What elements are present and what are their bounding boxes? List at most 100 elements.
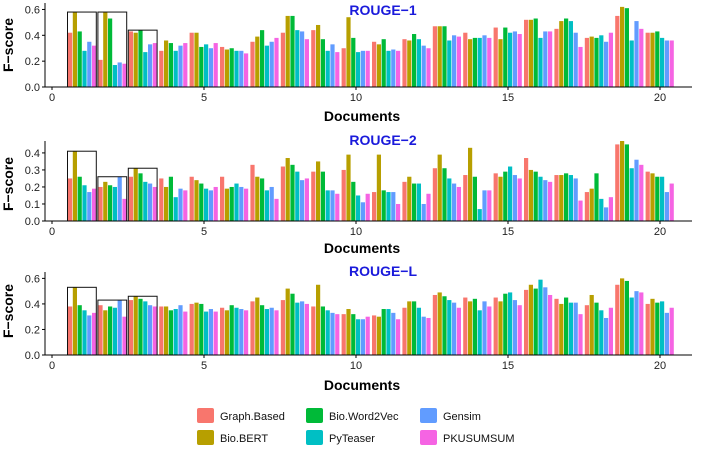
bar-doc16-gensim [543,31,548,87]
bar-doc9-pkusumsum [335,193,340,221]
panel-title: ROUGE−1 [349,2,417,18]
bar-doc7-bio-word2vec [260,305,265,355]
bar-doc11-gensim [391,192,396,221]
bar-doc13-pkusumsum [456,36,461,87]
bar-doc10-graph-based [341,314,346,355]
bar-doc12-pyteaser [416,183,421,221]
bar-doc16-graph-based [524,19,529,87]
bar-doc8-graph-based [280,300,285,355]
bar-doc18-bio-word2vec [594,173,599,221]
bar-doc7-bio-word2vec [260,30,265,87]
bar-doc14-bio-bert [468,147,473,221]
legend-swatch-bio-bert [197,430,214,445]
bar-doc19-bio-bert [620,278,625,355]
bar-doc13-pyteaser [447,40,452,87]
bar-doc7-pkusumsum [274,198,279,221]
bar-doc5-bio-word2vec [199,303,204,355]
legend-label-pkusumsum: PKUSUMSUM [443,433,515,445]
bar-doc13-graph-based [432,26,437,87]
x-tick-label: 20 [654,360,666,372]
x-tick-label: 15 [502,360,514,372]
y-axis-title: F−score [0,157,16,211]
bar-doc7-bio-bert [255,297,260,355]
bar-doc2-bio-word2vec [108,185,113,221]
bar-doc13-bio-word2vec [442,168,447,221]
bar-doc19-bio-word2vec [624,144,629,221]
y-ticks: 0.0 0.2 0.4 0.6 [25,273,45,362]
bar-doc11-pkusumsum [396,319,401,355]
bar-doc6-bio-word2vec [229,186,234,221]
bar-doc16-bio-bert [528,19,533,87]
bar-doc10-pyteaser [356,52,361,87]
bar-doc5-pkusumsum [213,186,218,221]
bar-doc17-bio-word2vec [564,18,569,87]
bar-doc15-graph-based [493,27,498,87]
bar-doc8-bio-bert [285,15,290,88]
bar-doc2-pkusumsum [122,316,127,355]
bar-doc12-bio-word2vec [412,34,417,87]
bar-doc7-bio-word2vec [260,178,265,221]
bar-doc17-gensim [573,302,578,355]
bar-doc11-bio-bert [376,44,381,87]
bar-doc2-bio-bert [103,310,108,355]
bar-doc8-bio-word2vec [290,15,295,88]
bar-doc10-bio-bert [346,17,351,87]
y-tick-label: 0.2 [25,56,40,68]
bar-doc20-pyteaser [660,301,665,355]
bar-doc14-graph-based [463,32,468,87]
bar-doc16-graph-based [524,289,529,355]
bar-doc4-gensim [178,305,183,355]
bar-doc5-gensim [208,48,213,87]
bar-doc6-graph-based [220,176,225,221]
bar-doc20-gensim [664,192,669,221]
bar-doc14-pyteaser [477,310,482,355]
x-tick-label: 20 [654,226,666,238]
bar-doc6-pyteaser [234,183,239,221]
legend-label-gensim: Gensim [443,411,481,423]
bar-doc6-bio-bert [224,310,229,355]
bar-doc11-pkusumsum [396,50,401,87]
bar-doc10-gensim [360,319,365,355]
bar-doc18-pkusumsum [608,32,613,87]
bar-doc9-pyteaser [325,50,330,87]
bar-doc17-gensim [573,32,578,87]
bar-doc9-bio-word2vec [320,171,325,221]
bar-doc15-pkusumsum [517,34,522,87]
bar-doc14-pyteaser [477,37,482,87]
bar-doc9-graph-based [311,306,316,355]
bar-doc8-pkusumsum [304,178,309,221]
bar-doc3-pkusumsum [152,186,157,221]
bar-doc19-bio-word2vec [624,280,629,355]
bar-doc10-bio-word2vec [351,314,356,355]
bar-doc6-pkusumsum [244,53,249,87]
y-tick-label: 0.0 [25,350,40,362]
bar-doc19-pkusumsum [639,164,644,221]
bar-doc2-bio-bert [103,181,108,221]
y-tick-label: 0.6 [25,4,40,16]
bar-doc2-graph-based [98,59,103,87]
bar-doc3-bio-word2vec [138,173,143,221]
bar-doc16-bio-bert [528,169,533,221]
bar-doc3-bio-bert [133,168,138,221]
bar-doc12-graph-based [402,39,407,87]
bar-doc2-pyteaser [112,307,117,355]
bar-doc17-graph-based [554,28,559,88]
bar-doc5-gensim [208,309,213,355]
bar-doc12-graph-based [402,307,407,355]
bar-doc4-bio-word2vec [168,43,173,87]
bar-doc10-graph-based [341,169,346,221]
bar-doc20-pyteaser [660,176,665,221]
bar-doc7-gensim [269,307,274,355]
bar-doc9-bio-bert [316,24,321,87]
bar-doc19-pyteaser [629,168,634,221]
legend-label-graph-based: Graph.Based [220,411,285,423]
bar-layer [67,141,674,222]
bar-doc2-pkusumsum [122,63,127,87]
bar-doc1-pkusumsum [92,188,97,221]
bar-doc6-bio-word2vec [229,305,234,355]
bar-doc19-graph-based [615,284,620,355]
bar-doc7-pyteaser [264,45,269,87]
panel-rouge-2: ROUGE−2 F−score Documents 0.00.10.20.30.… [0,132,692,256]
bar-doc16-pyteaser [538,279,543,355]
bar-doc20-graph-based [645,32,650,87]
